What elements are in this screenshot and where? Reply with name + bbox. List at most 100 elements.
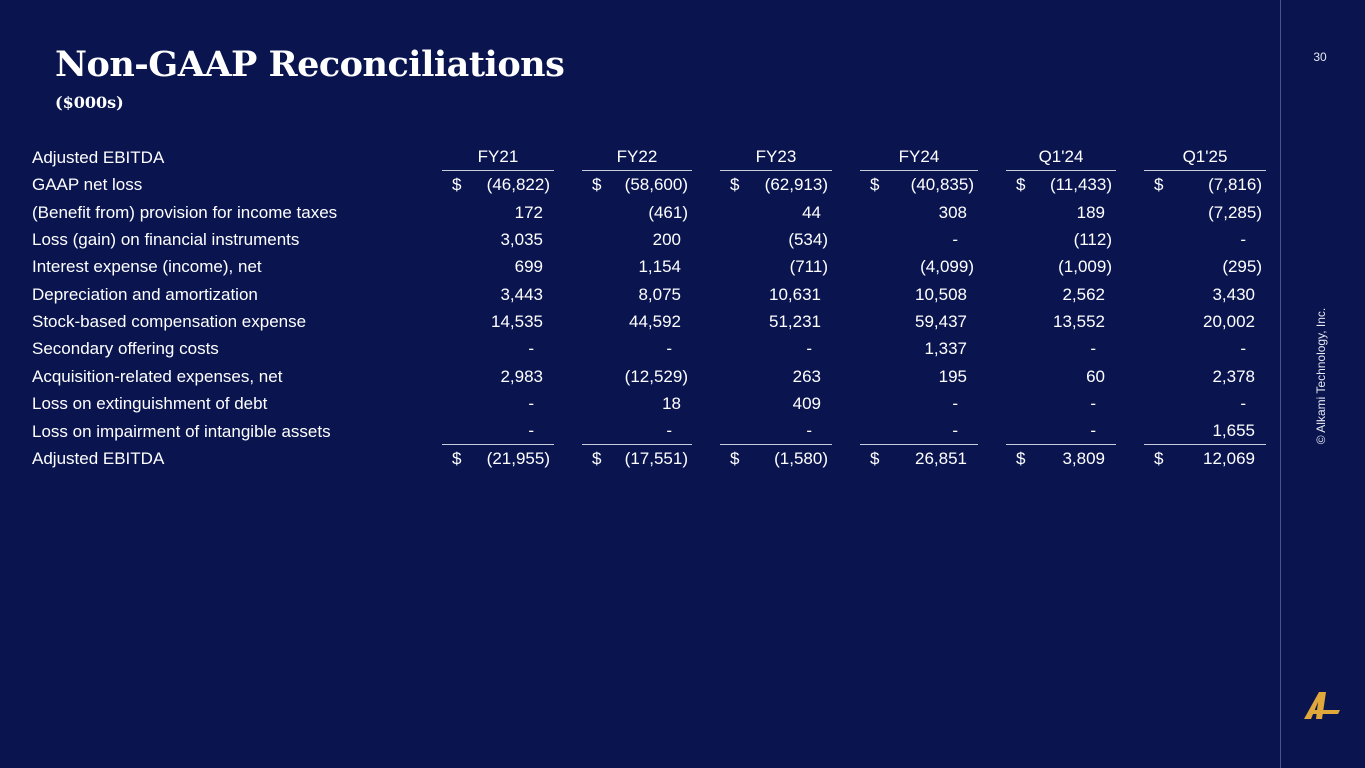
cell-value: 2,562 — [1062, 284, 1105, 304]
table-cell: $ (58,600) — [582, 171, 692, 198]
currency-symbol: $ — [1016, 175, 1026, 195]
cell-value: 44 — [802, 202, 821, 222]
table-cell: - — [1144, 226, 1266, 253]
table-row: Adjusted EBITDA $ (21,955) $ (17,551) $ (1,580… — [28, 445, 1266, 472]
currency-symbol — [452, 363, 464, 390]
cell-value: - — [528, 339, 534, 359]
table-cell: 3,035 — [442, 226, 554, 253]
row-label: Depreciation and amortization — [32, 284, 258, 304]
table-cell: (12,529) — [582, 362, 692, 389]
currency-symbol — [870, 253, 882, 280]
currency-symbol — [592, 199, 604, 226]
currency-symbol — [1016, 308, 1028, 335]
currency-symbol — [1154, 417, 1166, 444]
table-cell: $3,809 — [1006, 445, 1116, 472]
cell-value: 3,809 — [1062, 449, 1105, 469]
currency-symbol — [452, 226, 464, 253]
table-cell: $ (46,822) — [442, 171, 554, 198]
currency-symbol — [1016, 363, 1028, 390]
cell-value: 14,535 — [491, 311, 543, 331]
table-cell: 59,437 — [860, 308, 978, 335]
currency-symbol — [870, 390, 882, 417]
cell-value: 10,631 — [769, 284, 821, 304]
alkami-logo-icon — [1304, 692, 1340, 719]
cell-value: (11,433) — [1049, 175, 1112, 195]
cell-value: 2,378 — [1212, 366, 1255, 386]
currency-symbol — [592, 253, 604, 280]
currency-symbol — [452, 199, 464, 226]
cell-value: - — [1240, 230, 1246, 250]
cell-value: - — [1090, 421, 1096, 441]
currency-symbol: $ — [730, 449, 740, 469]
row-label: Loss (gain) on financial instruments — [32, 230, 300, 250]
cell-value: 2,983 — [500, 366, 543, 386]
table-cell: - — [1144, 390, 1266, 417]
table-cell: - — [442, 335, 554, 362]
cell-value: - — [952, 230, 958, 250]
cell-value: (17,551) — [624, 449, 688, 469]
table-cell: $ (62,913) — [720, 171, 832, 198]
cell-value: 3,443 — [500, 284, 543, 304]
row-label: Stock-based compensation expense — [32, 311, 307, 331]
cell-value: - — [666, 339, 672, 359]
page-title: Non-GAAP Reconciliations — [55, 44, 565, 85]
table-cell: 2,983 — [442, 362, 554, 389]
currency-symbol — [1154, 281, 1166, 308]
table-cell: 44,592 — [582, 308, 692, 335]
table-cell: (295) — [1144, 253, 1266, 280]
currency-symbol — [870, 308, 882, 335]
cell-value: (112) — [1073, 230, 1112, 250]
cell-value: (4,099) — [920, 257, 974, 277]
table-row: Depreciation and amortization 3,443 8,075 1… — [28, 280, 1266, 307]
cell-value: 12,069 — [1203, 449, 1255, 469]
cell-value: 10,508 — [915, 284, 967, 304]
currency-symbol — [592, 335, 604, 362]
table-cell: - — [582, 417, 692, 446]
cell-value: - — [806, 339, 812, 359]
currency-symbol — [870, 281, 882, 308]
currency-symbol — [730, 417, 742, 444]
currency-symbol — [1154, 253, 1166, 280]
row-label: Interest expense (income), net — [32, 257, 262, 277]
table-cell: 308 — [860, 199, 978, 226]
cell-value: 699 — [514, 257, 543, 277]
cell-value: - — [1240, 393, 1246, 413]
copyright-text: © Alkami Technology, Inc. — [1314, 307, 1328, 445]
currency-symbol — [452, 281, 464, 308]
cell-value: 18 — [662, 393, 681, 413]
table-cell: 10,508 — [860, 280, 978, 307]
currency-symbol — [592, 390, 604, 417]
currency-symbol — [1154, 308, 1166, 335]
cell-value: - — [806, 421, 812, 441]
cell-value: - — [1240, 339, 1246, 359]
currency-symbol — [1154, 363, 1166, 390]
table-cell: (4,099) — [860, 253, 978, 280]
currency-symbol — [592, 417, 604, 444]
currency-symbol — [730, 308, 742, 335]
currency-symbol — [1154, 335, 1166, 362]
cell-value: 1,337 — [924, 339, 967, 359]
currency-symbol: $ — [1154, 175, 1164, 195]
currency-symbol — [592, 308, 604, 335]
ebitda-reconciliation-table: Adjusted EBITDA FY21 FY22 FY23 FY24 Q1'2… — [28, 143, 1266, 473]
right-divider — [1280, 0, 1281, 768]
currency-symbol — [452, 390, 464, 417]
table-cell: - — [442, 390, 554, 417]
table-cell: 189 — [1006, 199, 1116, 226]
cell-value: 200 — [652, 230, 681, 250]
table-cell: 60 — [1006, 362, 1116, 389]
currency-symbol — [730, 199, 742, 226]
table-cell: 3,430 — [1144, 280, 1266, 307]
cell-value: - — [528, 393, 534, 413]
table-cell: $ (7,816) — [1144, 171, 1266, 198]
cell-value: (461) — [648, 202, 688, 222]
column-header: FY23 — [720, 143, 832, 172]
currency-symbol — [1016, 390, 1028, 417]
table-cell: $ (11,433) — [1006, 171, 1116, 198]
page-subtitle: ($000s) — [55, 93, 124, 112]
cell-value: 409 — [792, 393, 821, 413]
cell-value: (40,835) — [910, 175, 974, 195]
cell-value: - — [952, 421, 958, 441]
currency-symbol: $ — [1016, 449, 1026, 469]
table-cell: 51,231 — [720, 308, 832, 335]
